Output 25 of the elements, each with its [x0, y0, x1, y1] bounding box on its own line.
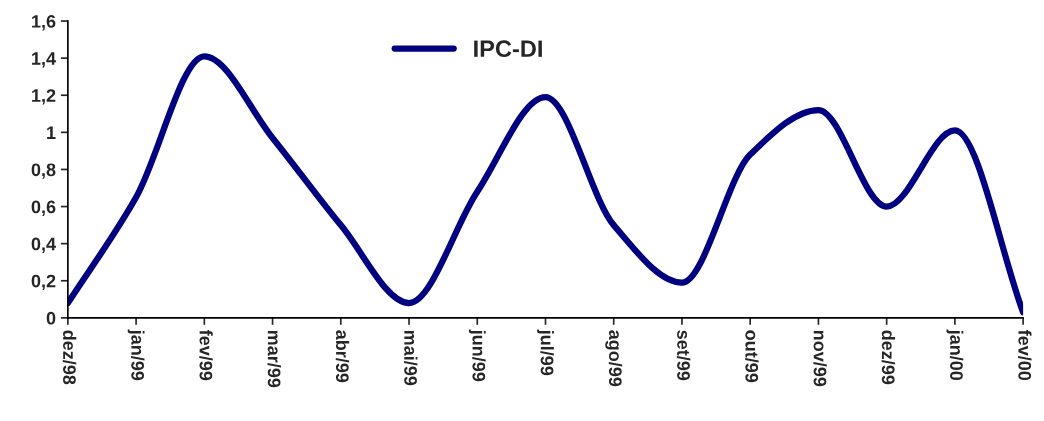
x-tick-label: jun/99 — [468, 329, 486, 382]
x-tick-label: mar/99 — [267, 330, 281, 388]
y-tick-label: 1 — [47, 126, 56, 139]
y-tick-label: 1,2 — [32, 89, 56, 105]
y-tick-label: 0,4 — [31, 237, 56, 253]
y-tick-label: 1,4 — [32, 52, 56, 68]
x-tick-label: fev/99 — [199, 329, 213, 381]
y-tick-label: 1,6 — [32, 14, 56, 31]
x-tick-label: nov/99 — [813, 330, 827, 387]
y-tick-label: 0,2 — [31, 274, 56, 291]
x-tick-label: out/99 — [745, 330, 759, 383]
x-tick-label: jan/00 — [946, 329, 964, 381]
x-tick-label: set/99 — [676, 330, 691, 381]
x-tick-label: abr/99 — [335, 330, 350, 383]
y-tick-label: 0 — [46, 311, 56, 325]
x-tick-label: jan/99 — [127, 329, 145, 381]
y-tick-label: 0,6 — [31, 200, 56, 216]
y-tick-label: 0,8 — [31, 163, 56, 179]
x-tick-label: dez/99 — [881, 330, 896, 385]
x-tick-label: mai/99 — [403, 330, 418, 386]
x-tick-label: jul/99 — [537, 329, 554, 376]
x-tick-label: ago/99 — [605, 330, 623, 387]
x-tick-label: dez/98 — [62, 330, 77, 385]
x-tick-label: fev/00 — [1018, 329, 1032, 381]
legend-label: IPC-DI — [474, 40, 542, 58]
